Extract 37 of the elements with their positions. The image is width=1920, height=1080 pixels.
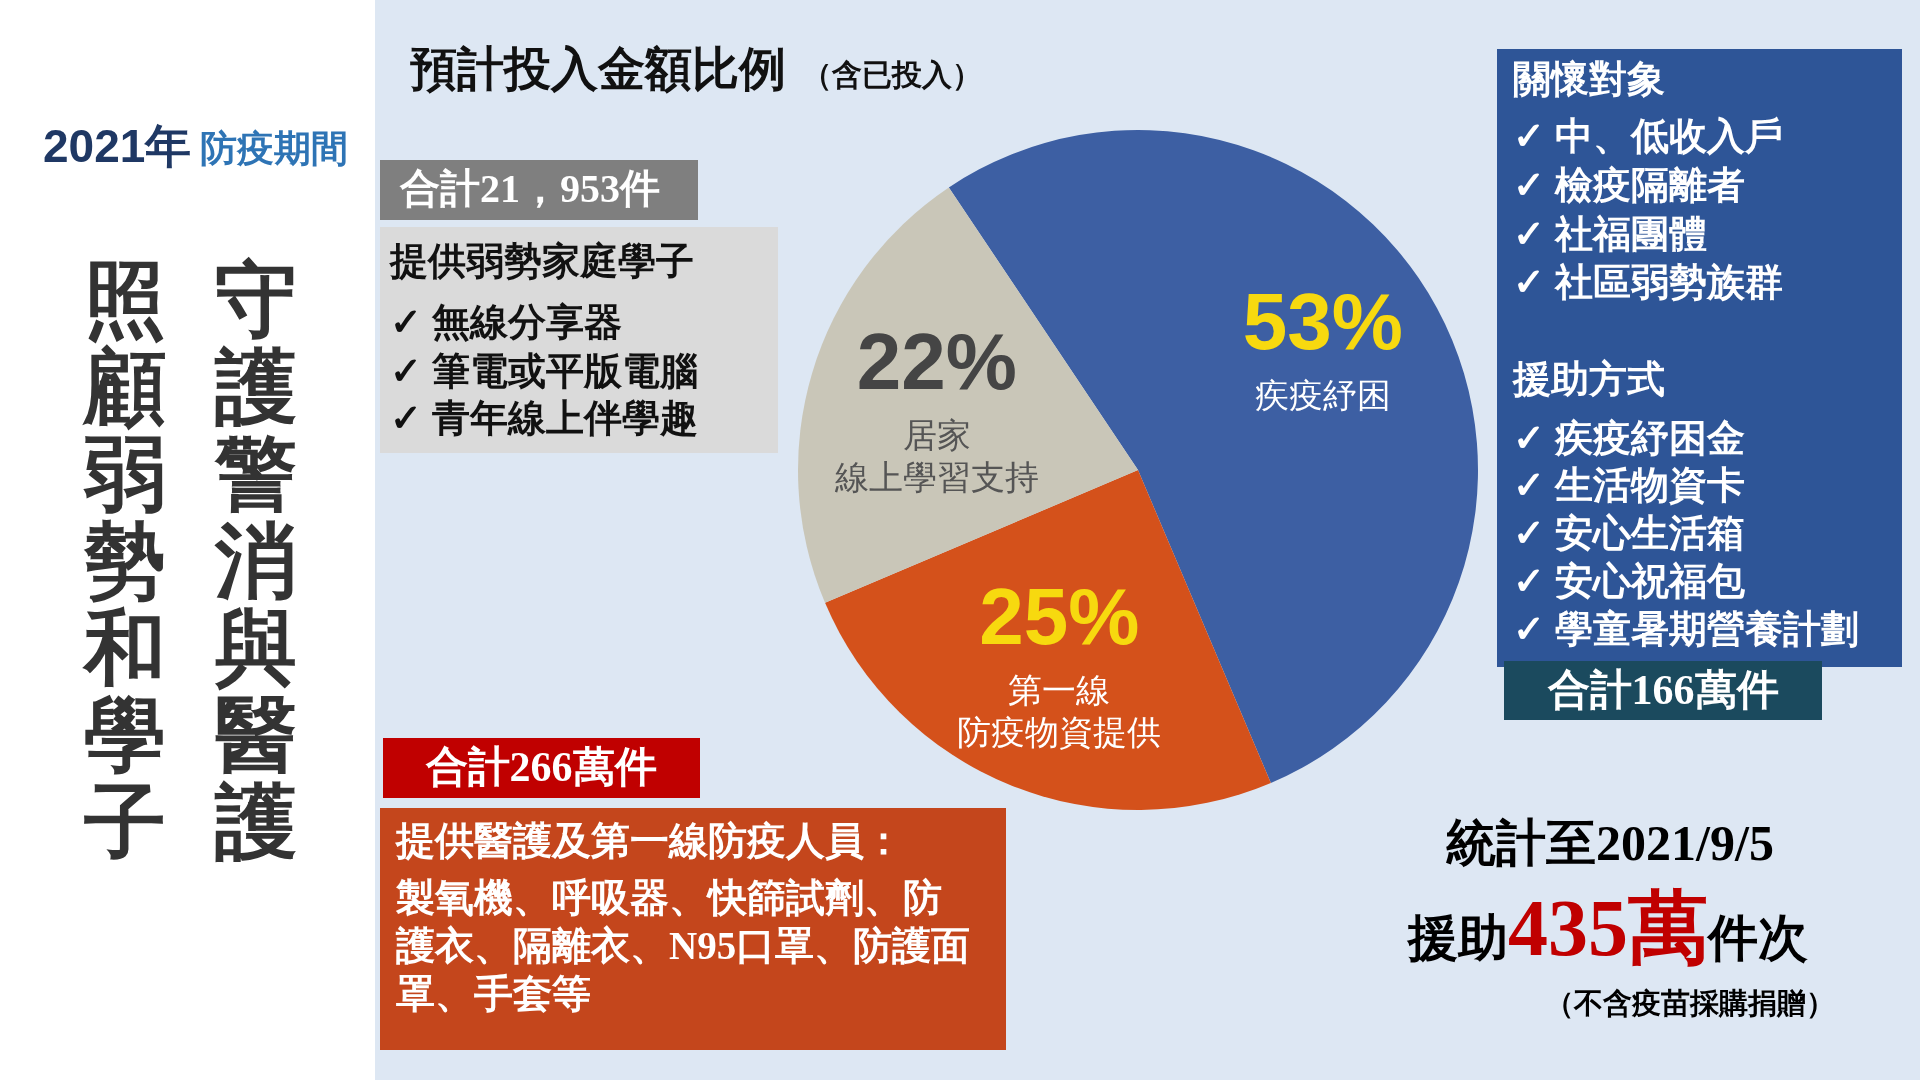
data-label: 25% (979, 571, 1140, 661)
chart-subtitle: （含已投入） (802, 58, 982, 91)
text: ✓ 學童暑期營養計劃 (1513, 608, 1859, 650)
text: 關懷對象 (1513, 58, 1665, 100)
slice-label: 第一線防疫物資提供 (957, 670, 1162, 751)
text: ✓ 社區弱勢族群 (1513, 261, 1783, 303)
text: ✓ 安心祝福包 (1513, 560, 1746, 602)
text: 防疫期間 (200, 128, 348, 169)
text: ✓ 中、低收入戶 (1513, 115, 1783, 157)
text: ✓ 生活物資卡 (1513, 464, 1745, 506)
text: 照顧弱勢和學子 (82, 255, 166, 868)
text: 提供弱勢家庭學子 (389, 240, 694, 282)
slice-label: 疾疫紓困 (1254, 376, 1391, 415)
text: 援助 (1406, 910, 1508, 966)
text: 提供醫護及第一線防疫人員： (395, 819, 903, 862)
data-label: 53% (1242, 277, 1403, 367)
text: 製氧機、呼吸器、快篩試劑、防護衣、隔離衣、N95口罩、防護面罩、手套等 (395, 876, 971, 1015)
text: 援助方式 (1512, 358, 1665, 400)
text: 件次 (1706, 910, 1808, 966)
text: 守護警消與醫護 (214, 255, 297, 868)
text: ✓ 疾疫紓困金 (1513, 417, 1745, 459)
text: ✓ 青年線上伴學趣 (390, 397, 698, 439)
text: 合計21，953件 (399, 166, 660, 211)
text: 統計至2021/9/5 (1445, 815, 1774, 871)
text: ✓ 社福團體 (1513, 213, 1707, 255)
text: 合計266萬件 (424, 744, 657, 790)
text: 2021年 (43, 120, 192, 172)
data-label: 22% (856, 317, 1017, 407)
slice-label: 居家線上學習支持 (833, 416, 1039, 497)
chart-title: 預計投入金額比例 (410, 43, 786, 95)
text: 435萬 (1508, 884, 1708, 972)
text: ✓ 無線分享器 (390, 301, 622, 343)
text: ✓ 安心生活箱 (1513, 512, 1745, 554)
text: ✓ 檢疫隔離者 (1513, 164, 1745, 206)
text: ✓ 筆電或平版電腦 (390, 350, 698, 392)
text: 合計166萬件 (1546, 667, 1779, 713)
text: （不含疫苗採購捐贈） (1545, 987, 1835, 1019)
